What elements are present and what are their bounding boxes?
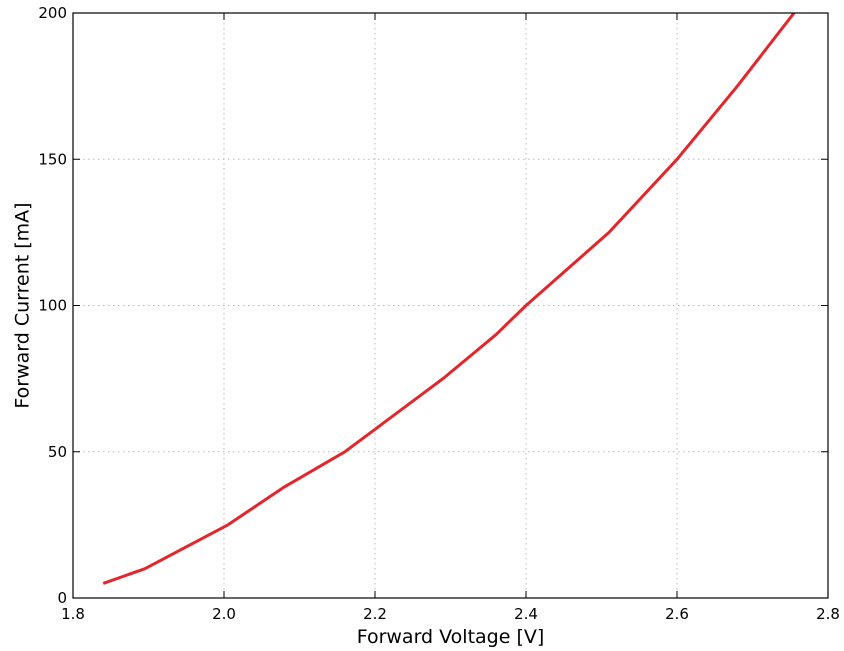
x-tick-label: 2.8	[816, 605, 840, 623]
x-tick-label: 2.6	[665, 605, 689, 623]
x-axis-label: Forward Voltage [V]	[357, 626, 545, 648]
y-axis-label: Forward Current [mA]	[12, 202, 34, 408]
x-tick-label: 2.4	[514, 605, 538, 623]
x-tick-label: 2.2	[363, 605, 387, 623]
y-tick-label: 0	[57, 589, 67, 607]
ticks	[72, 12, 829, 599]
grid-lines	[73, 13, 828, 598]
x-tick-label: 2.0	[212, 605, 236, 623]
x-tick-label: 1.8	[61, 605, 85, 623]
y-tick-label: 50	[48, 443, 67, 461]
series-line-0	[102, 13, 796, 585]
y-tick-label: 200	[38, 4, 67, 22]
y-tick-label: 150	[38, 150, 67, 168]
series-layer	[102, 13, 796, 585]
tick-labels: 1.8 2.0 2.2 2.4 2.6 2.8 0 50 100 150 200	[38, 4, 840, 623]
y-tick-label: 100	[38, 297, 67, 315]
